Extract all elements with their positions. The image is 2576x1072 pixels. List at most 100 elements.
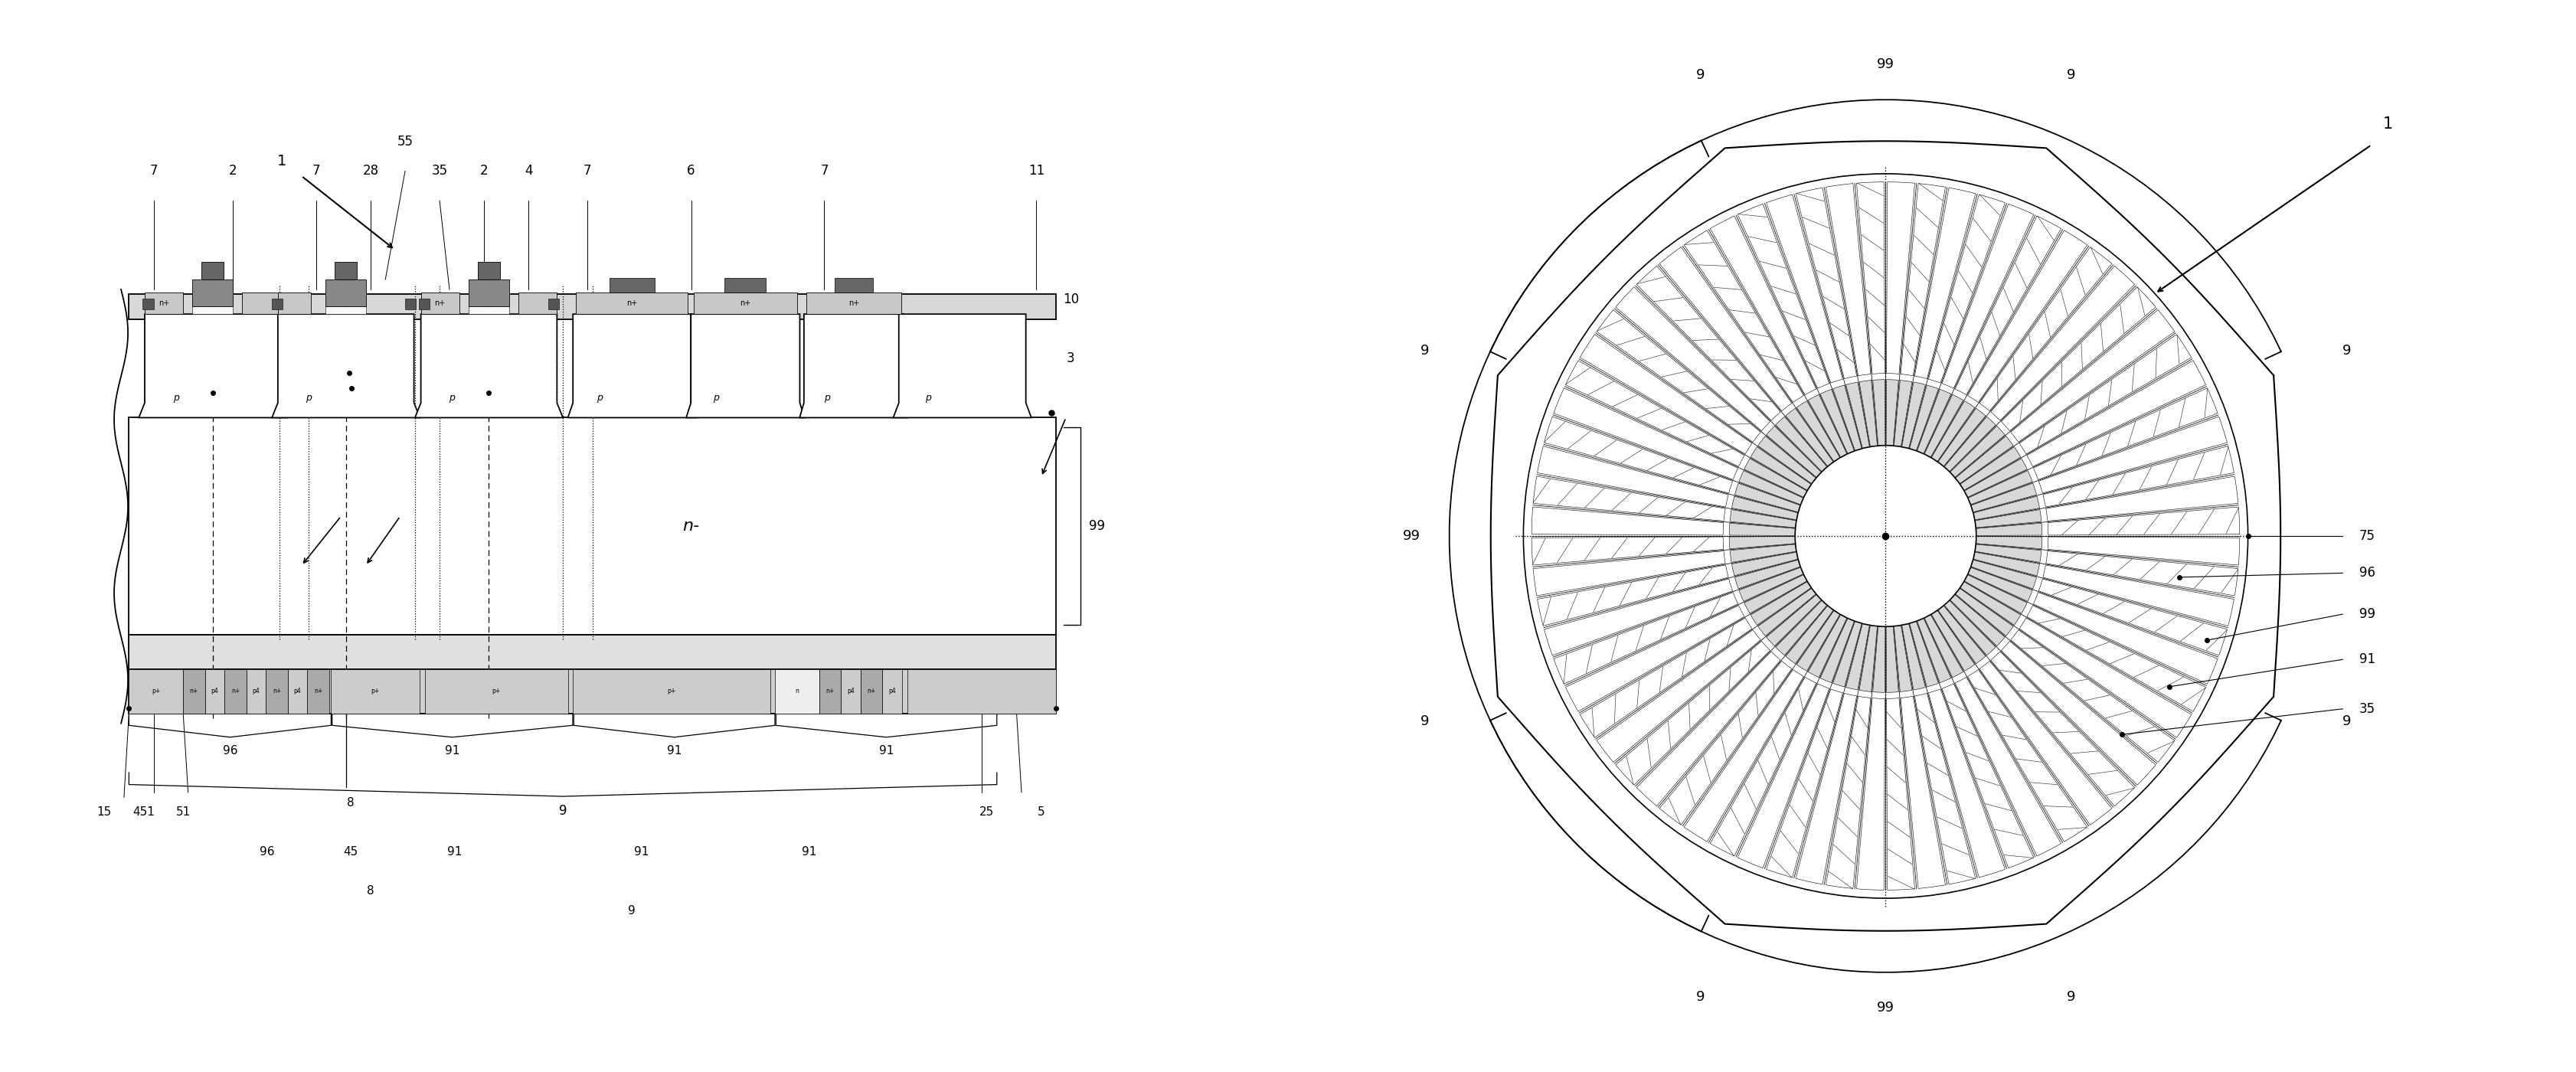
Polygon shape (1492, 142, 2280, 930)
Bar (332, 669, 420, 714)
Polygon shape (1942, 204, 2032, 388)
Bar (142, 298, 155, 309)
Text: 7: 7 (585, 164, 592, 178)
Polygon shape (1739, 684, 1829, 868)
Bar (420, 293, 459, 314)
Polygon shape (1968, 230, 2087, 402)
Text: p: p (714, 393, 719, 403)
Polygon shape (1744, 575, 1806, 613)
Polygon shape (1710, 678, 1816, 857)
Polygon shape (1795, 188, 1857, 378)
Bar (183, 669, 206, 714)
Polygon shape (1834, 385, 1862, 450)
Polygon shape (139, 314, 286, 418)
Polygon shape (2032, 593, 2218, 684)
Text: n+: n+ (232, 688, 240, 695)
Polygon shape (1734, 483, 1801, 512)
Text: p4: p4 (294, 688, 301, 695)
Polygon shape (1973, 552, 2040, 576)
Text: 9: 9 (1419, 344, 1430, 358)
Text: n+: n+ (626, 299, 636, 307)
Polygon shape (567, 314, 696, 418)
Bar (611, 278, 654, 293)
Polygon shape (1893, 625, 1911, 691)
Polygon shape (1636, 266, 1780, 420)
Text: 3: 3 (1066, 352, 1074, 366)
Polygon shape (1860, 381, 1878, 447)
Polygon shape (1615, 287, 1770, 431)
Bar (307, 669, 330, 714)
Text: n+: n+ (160, 299, 170, 307)
Text: 9: 9 (1695, 68, 1705, 81)
Bar (724, 278, 765, 293)
Bar (693, 293, 796, 314)
Polygon shape (1731, 545, 1795, 563)
Polygon shape (1901, 624, 1924, 690)
Polygon shape (1757, 589, 1816, 636)
Polygon shape (2002, 287, 2156, 431)
Text: n: n (796, 688, 799, 695)
Polygon shape (1901, 183, 1945, 375)
Text: 451: 451 (131, 806, 155, 818)
Polygon shape (1991, 652, 2136, 806)
Polygon shape (2038, 417, 2228, 493)
Polygon shape (1955, 678, 2061, 857)
Polygon shape (1991, 266, 2136, 420)
Bar (247, 669, 265, 714)
Text: 5: 5 (1038, 806, 1046, 818)
Polygon shape (1553, 388, 1739, 479)
Polygon shape (2020, 334, 2192, 455)
Bar (129, 295, 1056, 319)
Polygon shape (1857, 182, 1886, 374)
Polygon shape (1834, 622, 1862, 687)
Text: 9: 9 (2342, 714, 2352, 728)
Bar (242, 293, 281, 314)
Polygon shape (1785, 408, 1834, 466)
Text: 8: 8 (348, 798, 355, 809)
Text: p4: p4 (848, 688, 855, 695)
Text: 9: 9 (1419, 714, 1430, 728)
Bar (201, 262, 224, 280)
Text: 9: 9 (559, 804, 567, 818)
Bar (907, 669, 1056, 714)
Polygon shape (1973, 496, 2040, 520)
Bar (129, 635, 1056, 669)
Polygon shape (1615, 641, 1770, 785)
Text: 9: 9 (1695, 991, 1705, 1004)
Polygon shape (1821, 389, 1855, 453)
Polygon shape (1734, 560, 1801, 589)
Polygon shape (2027, 606, 2205, 712)
Polygon shape (1533, 551, 1726, 596)
Polygon shape (1566, 360, 1744, 466)
Polygon shape (2020, 617, 2192, 738)
Polygon shape (1950, 595, 2004, 646)
Polygon shape (1917, 619, 1950, 683)
Bar (577, 293, 688, 314)
Polygon shape (1924, 394, 1963, 458)
Polygon shape (1826, 697, 1870, 889)
Polygon shape (1752, 447, 1811, 490)
Bar (806, 293, 902, 314)
Polygon shape (1860, 625, 1878, 691)
Text: n+: n+ (848, 299, 860, 307)
Polygon shape (685, 314, 804, 418)
Text: 9: 9 (2066, 991, 2076, 1004)
Text: n+: n+ (273, 688, 281, 695)
Bar (289, 669, 307, 714)
Polygon shape (1945, 600, 1996, 655)
Text: p: p (307, 393, 312, 403)
Polygon shape (2002, 641, 2156, 785)
Polygon shape (1857, 698, 1886, 890)
Text: p+: p+ (667, 688, 675, 695)
Polygon shape (1901, 382, 1924, 448)
Polygon shape (1579, 617, 1752, 738)
Text: 7: 7 (819, 164, 829, 178)
Text: 1: 1 (2383, 117, 2393, 132)
Polygon shape (2048, 537, 2239, 565)
Text: 99: 99 (1878, 57, 1893, 71)
Text: 35: 35 (433, 164, 448, 178)
Text: 7: 7 (312, 164, 319, 178)
Bar (840, 669, 860, 714)
Polygon shape (1767, 595, 1821, 646)
Polygon shape (1886, 698, 1914, 890)
